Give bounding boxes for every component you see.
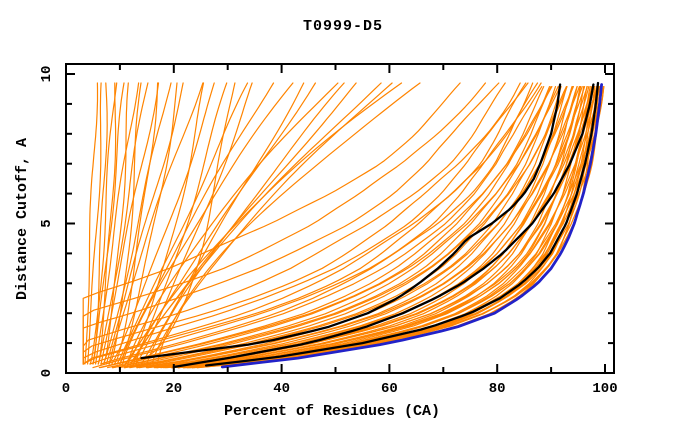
model-curve-black	[204, 81, 600, 367]
x-tick-label: 40	[273, 381, 290, 397]
model-curve-orange	[92, 82, 125, 365]
model-curve-orange	[130, 82, 228, 365]
model-curve-orange	[82, 82, 500, 365]
model-curve-orange	[146, 82, 345, 365]
x-tick-label: 60	[381, 381, 398, 397]
model-curve-orange	[100, 82, 539, 365]
model-curve-orange	[113, 82, 159, 365]
model-curve-orange	[138, 86, 574, 369]
model-curve-orange	[82, 82, 527, 365]
model-curve-orange	[132, 82, 382, 365]
model-curve-orange	[95, 82, 140, 365]
x-tick-label: 0	[62, 381, 70, 397]
model-curve-orange	[119, 82, 275, 365]
model-curve-orange	[105, 82, 184, 365]
x-tick-label: 80	[489, 381, 506, 397]
model-curve-orange	[107, 86, 553, 369]
chart-title: T0999-D5	[303, 18, 383, 35]
model-curve-orange	[82, 82, 461, 365]
model-curve-orange	[112, 86, 557, 369]
model-curve-orange	[100, 86, 551, 369]
model-curve-orange	[92, 82, 108, 365]
model-curve-orange	[122, 82, 294, 365]
model-curve-orange	[103, 82, 129, 365]
axes-frame-layer	[65, 63, 615, 374]
model-curve-orange	[145, 86, 574, 369]
model-curve-orange	[82, 82, 521, 365]
y-tick-label: 10	[39, 66, 55, 83]
model-curve-orange	[171, 86, 593, 369]
model-curve-orange	[111, 86, 552, 369]
y-axis-label: Distance Cutoff, A	[14, 138, 31, 300]
model-curve-orange	[82, 82, 506, 365]
model-curve-orange	[140, 82, 305, 365]
plot-frame	[65, 63, 615, 374]
model-curve-orange	[108, 82, 204, 365]
model-curve-orange	[89, 82, 542, 365]
model-curve-orange	[92, 86, 543, 369]
y-tick-label: 0	[39, 369, 55, 377]
model-curve-orange	[147, 86, 578, 369]
model-curve-orange	[157, 82, 421, 365]
highlighted-curves-layer	[140, 81, 603, 369]
model-curve-orange	[87, 82, 102, 365]
model-curve-orange	[135, 82, 253, 365]
tick-labels-layer: 0 20 40 60 80 100 0 5 10	[39, 66, 618, 397]
model-curve-orange	[116, 82, 249, 365]
model-curve-orange	[124, 86, 562, 369]
model-curve-orange	[111, 82, 215, 365]
model-curve-orange	[123, 86, 559, 369]
model-curve-orange	[156, 86, 581, 369]
model-curve-orange	[170, 86, 588, 369]
y-tick-label: 5	[39, 219, 55, 227]
model-curve-orange	[118, 86, 561, 369]
model-curve-orange	[82, 82, 529, 365]
x-tick-label: 20	[165, 381, 182, 397]
model-curve-orange	[119, 82, 178, 365]
model-curve-orange	[113, 82, 236, 365]
model-curve-black	[172, 83, 595, 369]
model-curve-orange	[103, 82, 172, 365]
model-curve-orange	[97, 82, 117, 365]
x-axis-label: Percent of Residues (CA)	[224, 403, 440, 420]
x-tick-label: 100	[592, 381, 617, 397]
model-curve-orange	[97, 82, 149, 365]
model-curve-blue	[220, 83, 603, 369]
model-curve-orange	[98, 86, 545, 369]
model-curve-orange	[82, 82, 534, 365]
model-curve-black	[140, 83, 562, 360]
model-curve-orange	[84, 82, 99, 365]
orange-curves-layer	[82, 82, 605, 369]
model-curve-orange	[127, 82, 339, 365]
